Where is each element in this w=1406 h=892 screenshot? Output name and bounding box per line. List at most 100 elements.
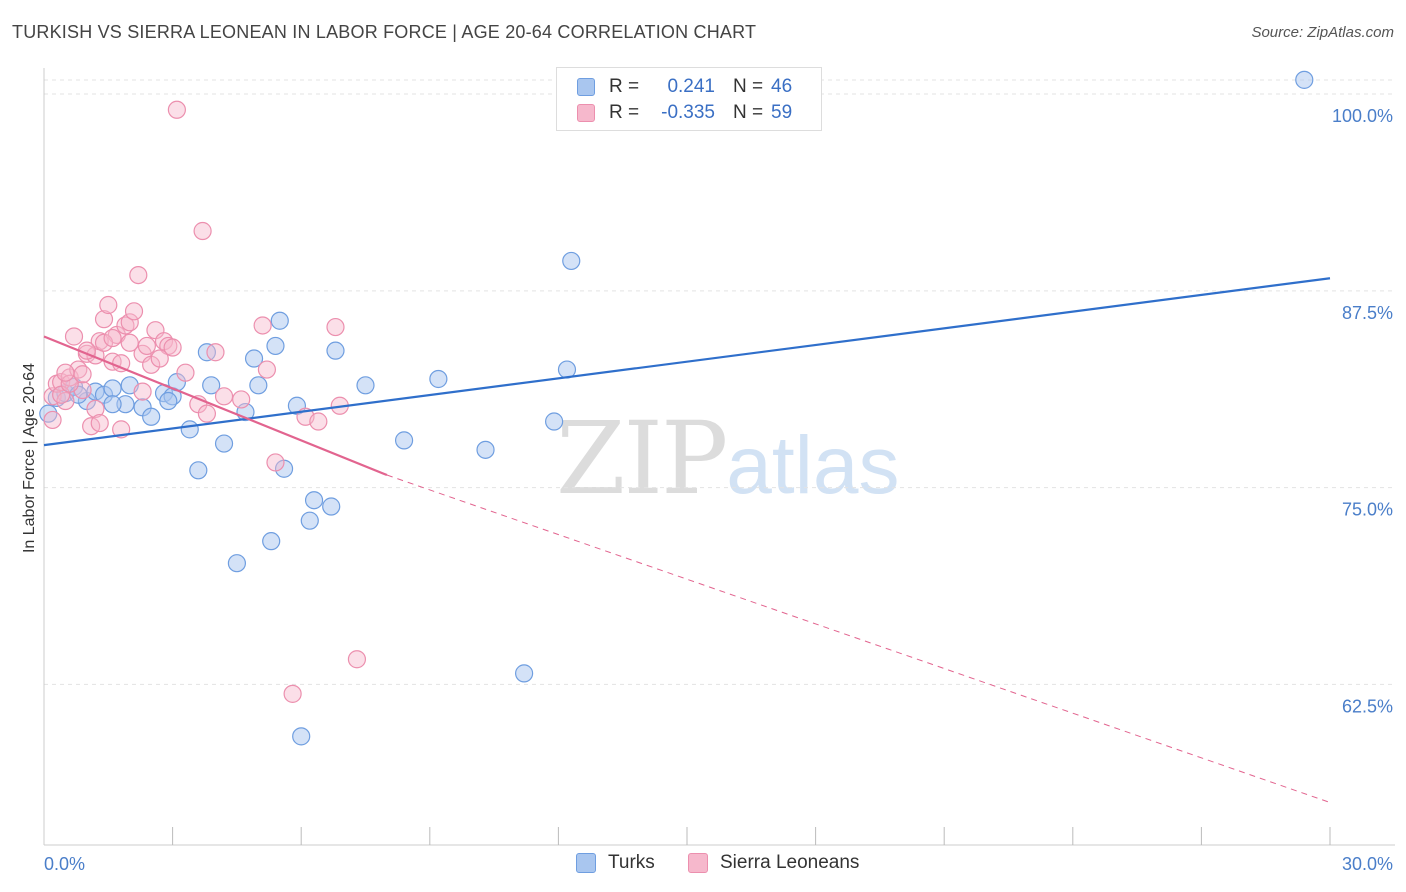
watermark: ZIPatlas bbox=[556, 400, 900, 517]
sierra-point bbox=[253, 316, 272, 335]
sierra-point bbox=[60, 374, 79, 393]
y-tick-label: 100.0% bbox=[1332, 106, 1393, 126]
turks-legend-label: Turks bbox=[608, 852, 655, 873]
turks-point bbox=[202, 376, 221, 395]
sierra-legend-label: Sierra Leoneans bbox=[720, 852, 860, 873]
sierra-point bbox=[283, 684, 302, 703]
turks-point bbox=[545, 412, 564, 431]
x-tick-label-max: 30.0% bbox=[1342, 854, 1393, 874]
chart-title: TURKISH VS SIERRA LEONEAN IN LABOR FORCE… bbox=[12, 22, 757, 42]
sierra-n-value: 59 bbox=[771, 102, 793, 123]
axes bbox=[43, 68, 1395, 846]
y-tick-label: 75.0% bbox=[1342, 500, 1393, 520]
turks-r-value: 0.241 bbox=[667, 76, 715, 97]
sierra-r-value: -0.335 bbox=[661, 102, 715, 123]
sierra-point bbox=[163, 338, 182, 357]
turks-point bbox=[394, 431, 414, 450]
sierra-point bbox=[94, 310, 114, 329]
sierra-point bbox=[129, 265, 148, 285]
legend-row-turks: R = 0.241 N = 46 bbox=[577, 74, 792, 100]
turks-point bbox=[326, 341, 345, 360]
sierra-point bbox=[56, 363, 75, 382]
turks-legend-swatch bbox=[576, 853, 596, 873]
turks-point bbox=[292, 727, 311, 746]
turks-point bbox=[356, 376, 375, 395]
sierra-point bbox=[124, 302, 144, 321]
legend-row-sierra: R = -0.335 N = 59 bbox=[577, 100, 792, 126]
sierra-point bbox=[347, 650, 367, 669]
turks-swatch bbox=[577, 78, 595, 96]
sierra-r-label: R = bbox=[609, 102, 640, 123]
sierra-point bbox=[232, 390, 251, 409]
turks-point bbox=[300, 511, 319, 530]
sierra-legend-swatch bbox=[688, 853, 708, 873]
turks-point bbox=[159, 391, 178, 411]
series-legend: Turks Sierra Leoneans bbox=[0, 852, 1406, 876]
y-tick-label: 87.5% bbox=[1342, 303, 1393, 323]
turks-point bbox=[266, 336, 285, 356]
turks-point bbox=[244, 349, 264, 368]
sierra-point bbox=[257, 360, 277, 379]
sierra-point bbox=[193, 221, 212, 241]
sierra-point bbox=[197, 404, 216, 423]
turks-point bbox=[214, 434, 234, 453]
sierra-point bbox=[150, 349, 169, 368]
sierra-point bbox=[167, 100, 186, 119]
sierra-point bbox=[266, 453, 285, 472]
sierra-point bbox=[214, 387, 234, 406]
sierra-trend-line bbox=[43, 335, 388, 477]
turks-point bbox=[142, 407, 161, 426]
turks-point bbox=[429, 369, 448, 389]
sierra-point bbox=[176, 363, 195, 382]
sierra-point bbox=[99, 295, 118, 315]
y-axis-title: In Labor Force | Age 20-64 bbox=[21, 363, 38, 553]
tick-labels: 100.0% 87.5% 75.0% 62.5% 0.0% 30.0% In Labor F… bbox=[21, 106, 1393, 874]
source-label: Source: ZipAtlas.com bbox=[1251, 24, 1394, 41]
watermark-zip: ZIP bbox=[556, 400, 728, 517]
sierra-swatch bbox=[577, 104, 595, 122]
turks-point bbox=[180, 420, 199, 439]
x-tick-label-min: 0.0% bbox=[44, 854, 85, 874]
sierra-point bbox=[120, 313, 139, 332]
turks-point bbox=[562, 251, 581, 271]
trend-lines bbox=[43, 277, 1331, 803]
turks-point bbox=[103, 395, 122, 414]
sierra-point bbox=[326, 317, 345, 337]
sierra-point bbox=[86, 399, 105, 419]
turks-point bbox=[1295, 70, 1314, 89]
sierra-point bbox=[309, 412, 328, 431]
grid bbox=[44, 79, 1395, 685]
turks-point bbox=[322, 497, 341, 516]
watermark-atlas: atlas bbox=[726, 420, 900, 511]
sierra-point bbox=[120, 333, 139, 352]
turks-point bbox=[249, 376, 268, 395]
turks-series bbox=[39, 70, 1314, 746]
sierra-trend-extension bbox=[386, 474, 1331, 803]
turks-point bbox=[103, 379, 122, 398]
turks-point bbox=[476, 440, 495, 459]
sierra-point bbox=[137, 336, 156, 356]
sierra-point bbox=[133, 382, 152, 401]
sierra-point bbox=[73, 365, 92, 384]
turks-r-label: R = bbox=[609, 76, 640, 97]
sierra-point bbox=[64, 327, 84, 346]
legend-item-turks: Turks bbox=[576, 852, 655, 874]
turks-point bbox=[262, 532, 281, 551]
turks-trend-line bbox=[43, 277, 1331, 447]
turks-point bbox=[304, 491, 324, 510]
correlation-legend: R = 0.241 N = 46 R = -0.335 N = 59 bbox=[556, 67, 822, 131]
y-tick-label: 62.5% bbox=[1342, 696, 1393, 716]
turks-n-label: N = bbox=[733, 76, 764, 97]
sierra-point bbox=[43, 410, 62, 430]
legend-item-sierra: Sierra Leoneans bbox=[688, 852, 859, 874]
sierra-point bbox=[94, 333, 114, 352]
turks-point bbox=[270, 311, 289, 330]
turks-point bbox=[515, 664, 534, 683]
turks-point bbox=[227, 554, 246, 573]
turks-point bbox=[189, 461, 208, 480]
turks-n-value: 46 bbox=[771, 76, 793, 97]
sierra-point bbox=[103, 328, 122, 348]
sierra-n-label: N = bbox=[733, 102, 764, 123]
sierra-point bbox=[206, 343, 225, 362]
